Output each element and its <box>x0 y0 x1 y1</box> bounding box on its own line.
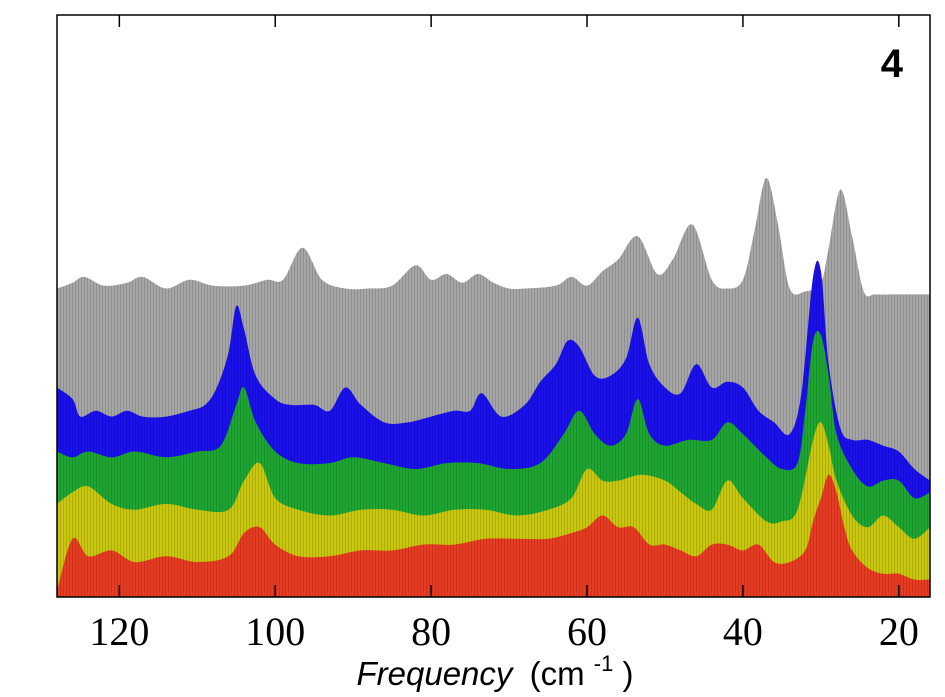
plot-area <box>57 177 930 597</box>
x-tick-label: 40 <box>723 609 763 654</box>
series-layer <box>57 177 930 597</box>
series-texture-red <box>57 474 930 597</box>
x-axis-label-close: ) <box>622 655 633 692</box>
x-tick-label: 120 <box>89 609 149 654</box>
x-tick-label: 60 <box>567 609 607 654</box>
x-axis-label-exponent: -1 <box>594 651 614 676</box>
x-tick-label: 20 <box>879 609 919 654</box>
x-tick-label: 80 <box>411 609 451 654</box>
x-axis-label: Frequency (cm -1 ) <box>357 641 634 692</box>
x-tick-label: 100 <box>245 609 305 654</box>
x-axis-label-name: Frequency <box>357 655 515 692</box>
x-axis-label-unit: (cm <box>530 655 585 692</box>
panel-label: 4 <box>881 42 904 86</box>
x-axis: 120 100 80 60 40 20 <box>89 15 919 654</box>
plot-frame <box>56 14 931 598</box>
